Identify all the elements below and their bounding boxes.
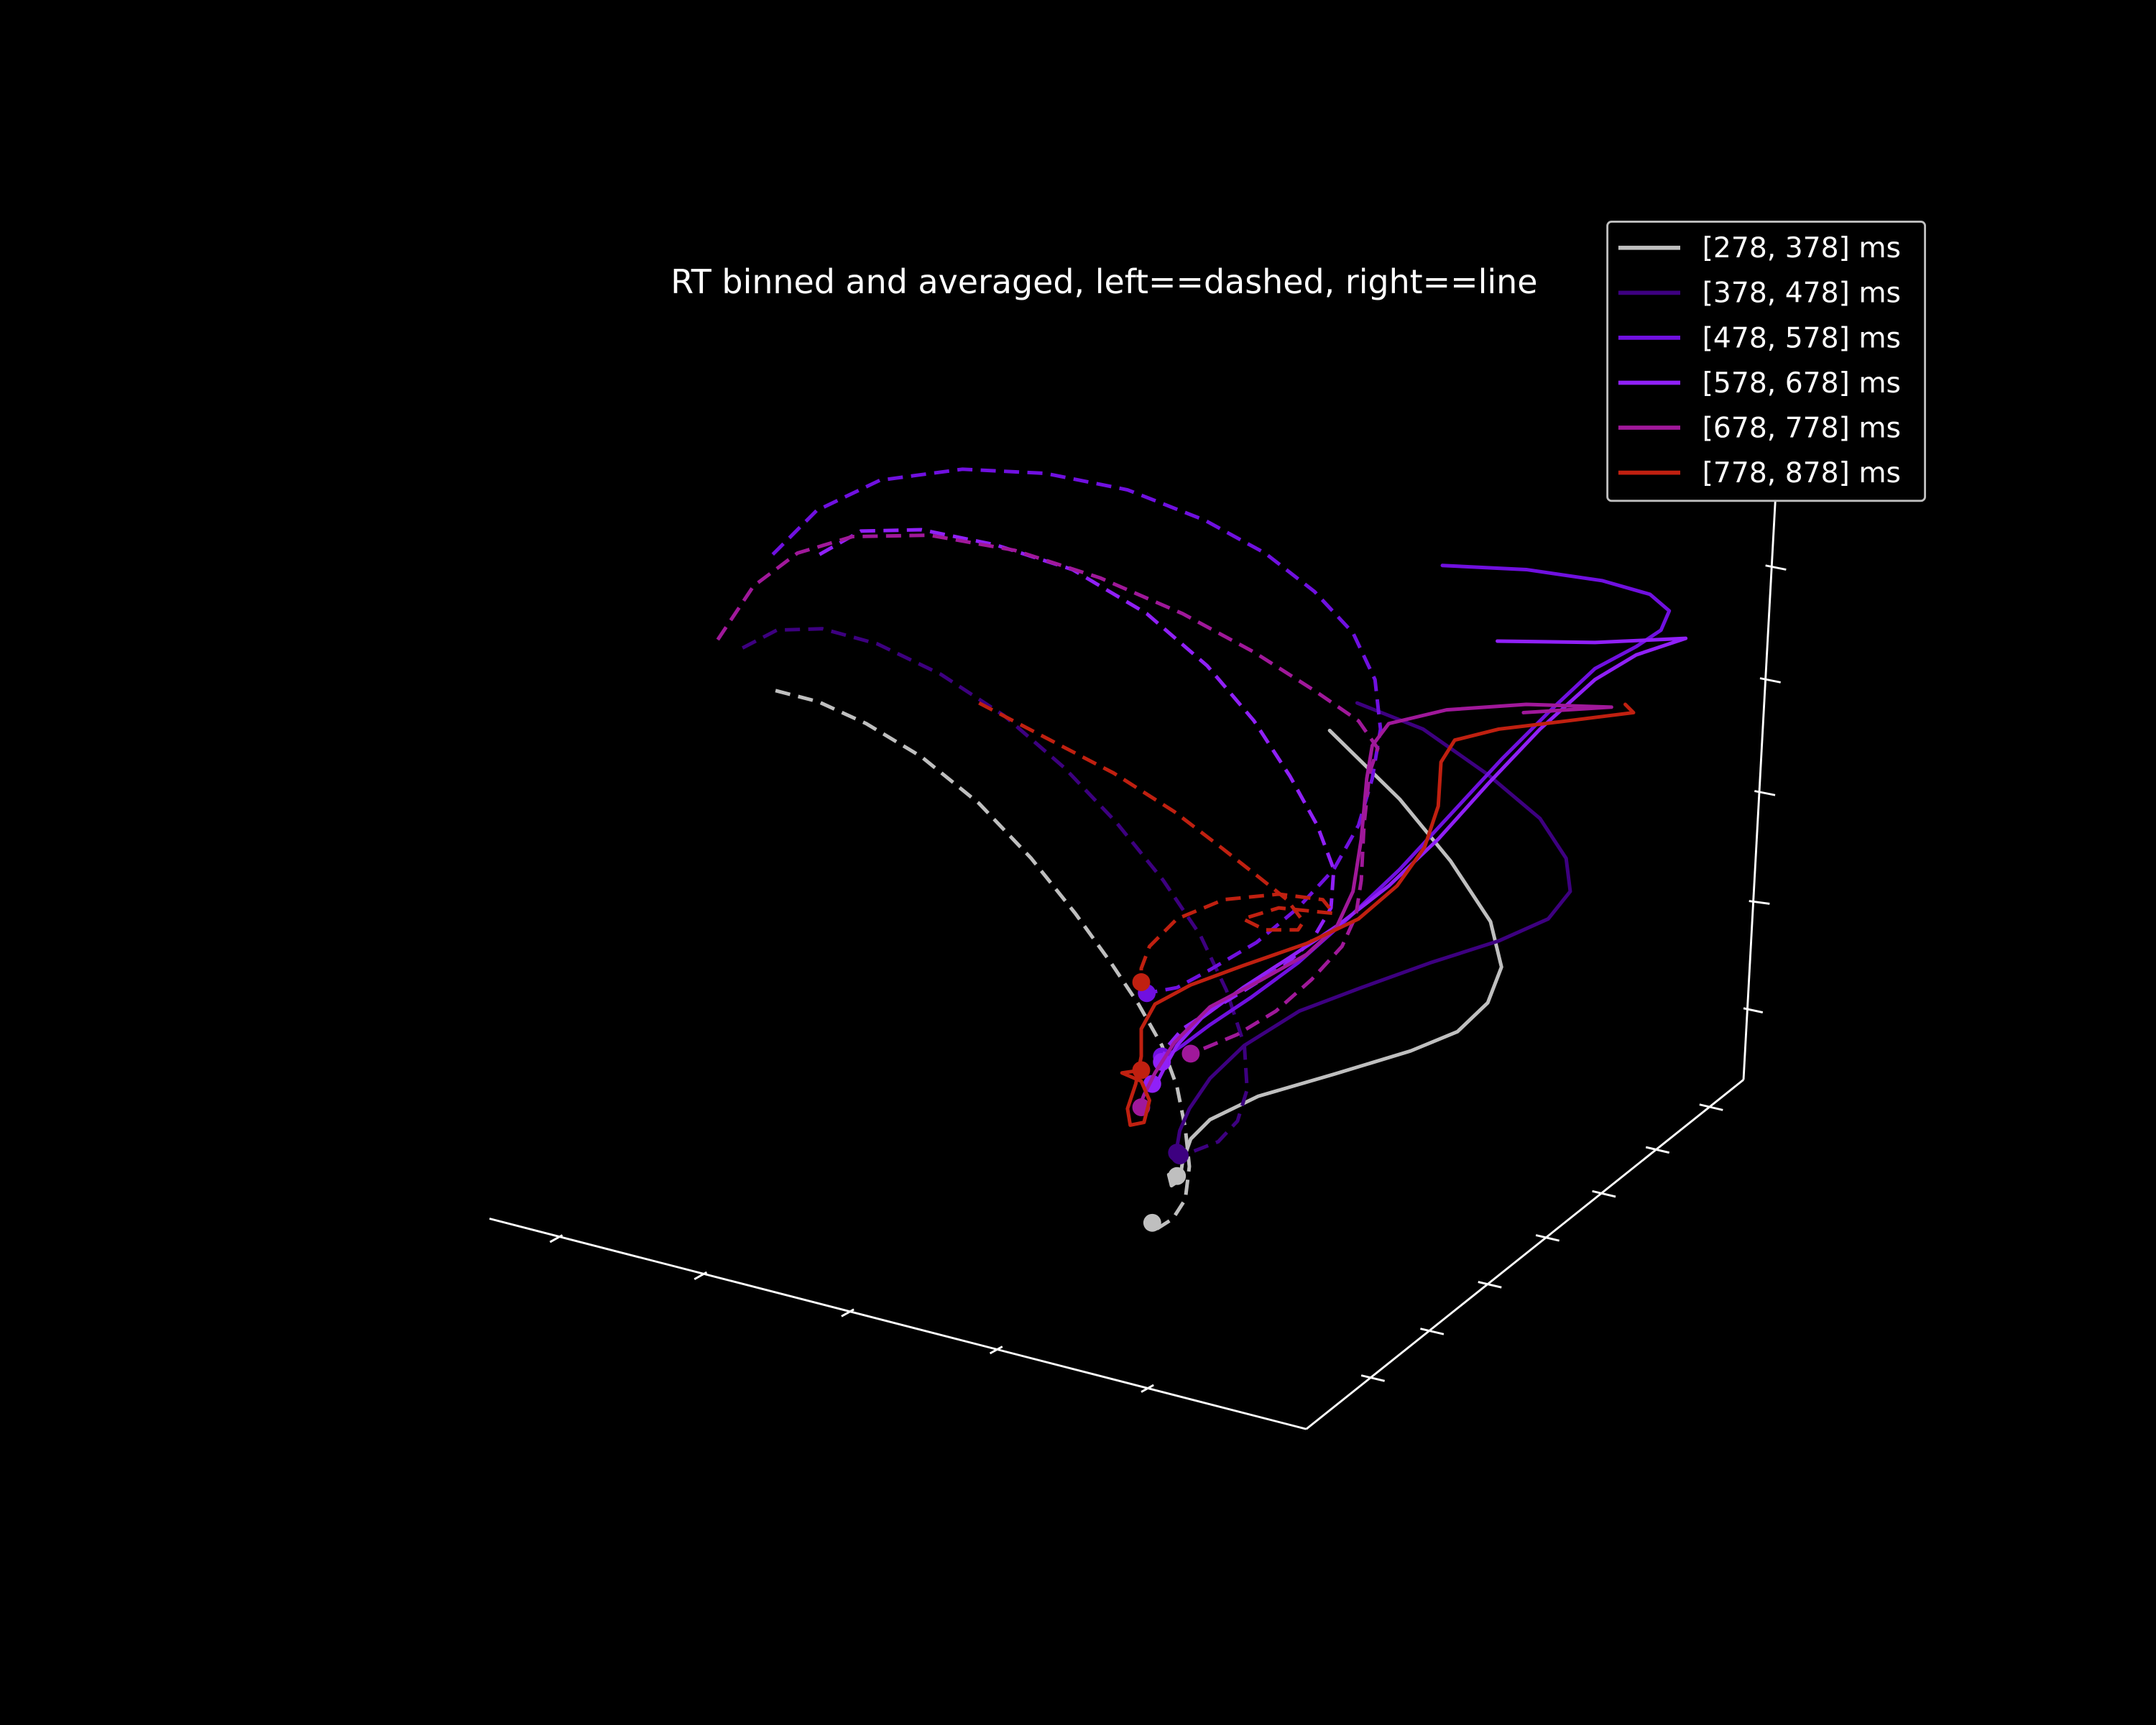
axis-tick-15 xyxy=(1760,678,1781,683)
series-4 xyxy=(718,535,1612,1116)
legend-label-4: [678, 778] ms xyxy=(1703,412,1901,444)
series-4-left-end-marker xyxy=(1181,1045,1199,1063)
legend-label-1: [378, 478] ms xyxy=(1703,277,1901,310)
axis-tick-13 xyxy=(1749,901,1770,904)
series-0-left-dashed-line xyxy=(775,691,1189,1228)
series-5-right-end-marker xyxy=(1133,1061,1151,1079)
axes-3d-frame xyxy=(489,454,1786,1430)
series-2-right-solid-line xyxy=(1162,566,1669,1057)
axis-tick-16 xyxy=(1766,566,1787,570)
series-0-right-solid-line xyxy=(1169,730,1501,1185)
series-layer xyxy=(718,469,1686,1232)
legend-label-2: [478, 578] ms xyxy=(1703,322,1901,354)
legend-label-5: [778, 878] ms xyxy=(1703,457,1901,489)
series-0-right-end-marker xyxy=(1168,1167,1186,1185)
series-1-right-end-marker xyxy=(1171,1146,1189,1164)
legend-label-0: [278, 378] ms xyxy=(1703,232,1901,264)
y-axis-line xyxy=(1307,1080,1743,1429)
series-0 xyxy=(775,691,1501,1232)
axis-tick-14 xyxy=(1754,791,1775,796)
x-axis-line xyxy=(489,1219,1306,1430)
axis-ticks xyxy=(550,566,1786,1392)
series-3 xyxy=(819,530,1685,1092)
legend: [278, 378] ms [378, 478] ms [478, 578] ms [… xyxy=(1608,221,1925,500)
series-5-left-end-marker xyxy=(1133,973,1151,991)
z-axis-line xyxy=(1743,454,1778,1080)
legend-label-3: [578, 678] ms xyxy=(1703,367,1901,400)
series-2 xyxy=(773,469,1669,1065)
series-0-left-end-marker xyxy=(1143,1214,1161,1232)
chart-title: RT binned and averaged, left==dashed, ri… xyxy=(671,262,1537,301)
series-5-left-dashed-line xyxy=(979,703,1334,982)
